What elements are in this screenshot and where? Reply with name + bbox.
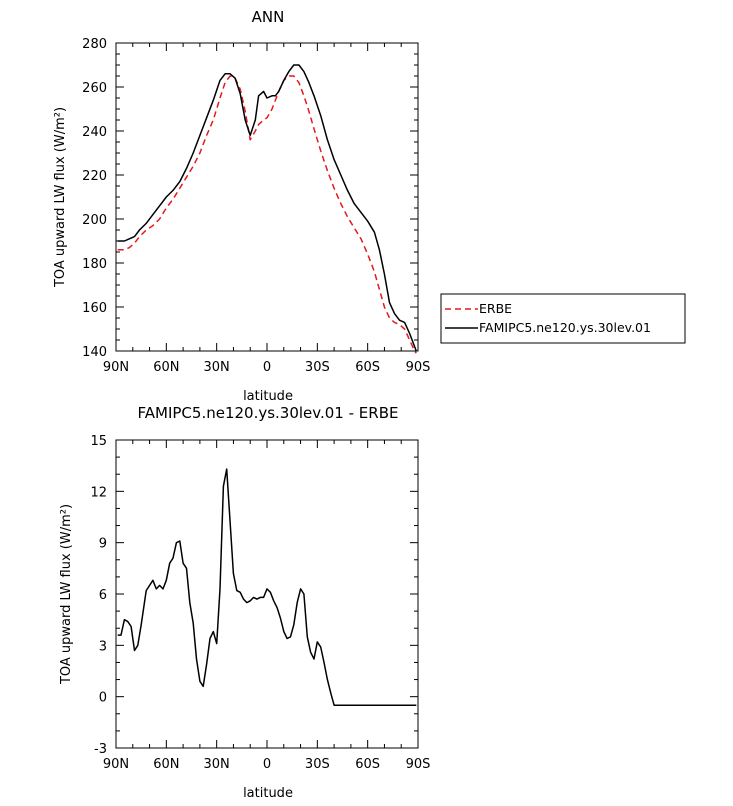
chart-title: ANN (252, 8, 285, 26)
y-tick-label: 6 (99, 588, 107, 603)
y-tick-label: 260 (82, 81, 107, 96)
x-tick-label: 60S (355, 360, 380, 375)
y-tick-label: -3 (94, 742, 107, 757)
legend-box (440, 293, 686, 344)
y-tick-label: 220 (82, 169, 107, 184)
x-tick-label: 60N (153, 360, 179, 375)
x-tick-label: 0 (263, 360, 271, 375)
x-tick-label: 60N (153, 757, 179, 772)
legend-label-erbe: ERBE (479, 301, 512, 316)
x-tick-label: 90N (103, 757, 129, 772)
plot-frame (115, 439, 419, 749)
x-tick-label: 90S (406, 360, 431, 375)
y-axis-label: TOA upward LW flux (W/m²) (59, 504, 74, 685)
difference-line (117, 468, 417, 706)
y-tick-label: 280 (82, 37, 107, 52)
plot-frame (115, 42, 419, 352)
y-tick-label: 15 (90, 434, 107, 449)
x-tick-label: 30S (305, 757, 330, 772)
y-tick-label: 200 (82, 213, 107, 228)
y-tick-label: 0 (99, 691, 107, 706)
y-tick-label: 12 (90, 485, 107, 500)
legend-label-model: FAMIPC5.ne120.ys.30lev.01 (479, 320, 651, 335)
y-tick-label: 9 (99, 537, 107, 552)
legend: ERBE FAMIPC5.ne120.ys.30lev.01 (440, 293, 686, 344)
famipc5-ne120-ys-30lev-01-line (117, 64, 417, 352)
y-tick-label: 3 (99, 639, 107, 654)
y-axis-label: TOA upward LW flux (W/m²) (53, 107, 68, 288)
x-tick-label: 90S (406, 757, 431, 772)
x-tick-label: 60S (355, 757, 380, 772)
x-tick-label: 90N (103, 360, 129, 375)
series-lines (117, 468, 417, 706)
x-tick-label: 30S (305, 360, 330, 375)
bottom-panel: FAMIPC5.ne120.ys.30lev.01 - ERBE 90N 60N 3… (59, 404, 430, 801)
erbe-line (117, 75, 417, 354)
x-tick-label: 30N (204, 360, 230, 375)
y-tick-label: 180 (82, 257, 107, 272)
x-axis-label: latitude (243, 389, 293, 404)
series-lines (117, 64, 417, 354)
top-panel: ANN 90N 60N 30N 0 30S 60S 90S 140 160 180 200 220 24… (53, 8, 430, 404)
x-tick-label: 30N (204, 757, 230, 772)
y-tick-label: 240 (82, 125, 107, 140)
y-tick-label: 160 (82, 301, 107, 316)
x-axis-label: latitude (243, 786, 293, 801)
axis-ticks: 90N 60N 30N 0 30S 60S 90S 140 160 180 200 220 240 260… (82, 37, 430, 375)
x-tick-label: 0 (263, 757, 271, 772)
chart-title: FAMIPC5.ne120.ys.30lev.01 - ERBE (138, 404, 399, 422)
y-tick-label: 140 (82, 345, 107, 360)
axis-ticks: 90N 60N 30N 0 30S 60S 90S -3 0 3 6 9 12 15 (90, 434, 430, 772)
